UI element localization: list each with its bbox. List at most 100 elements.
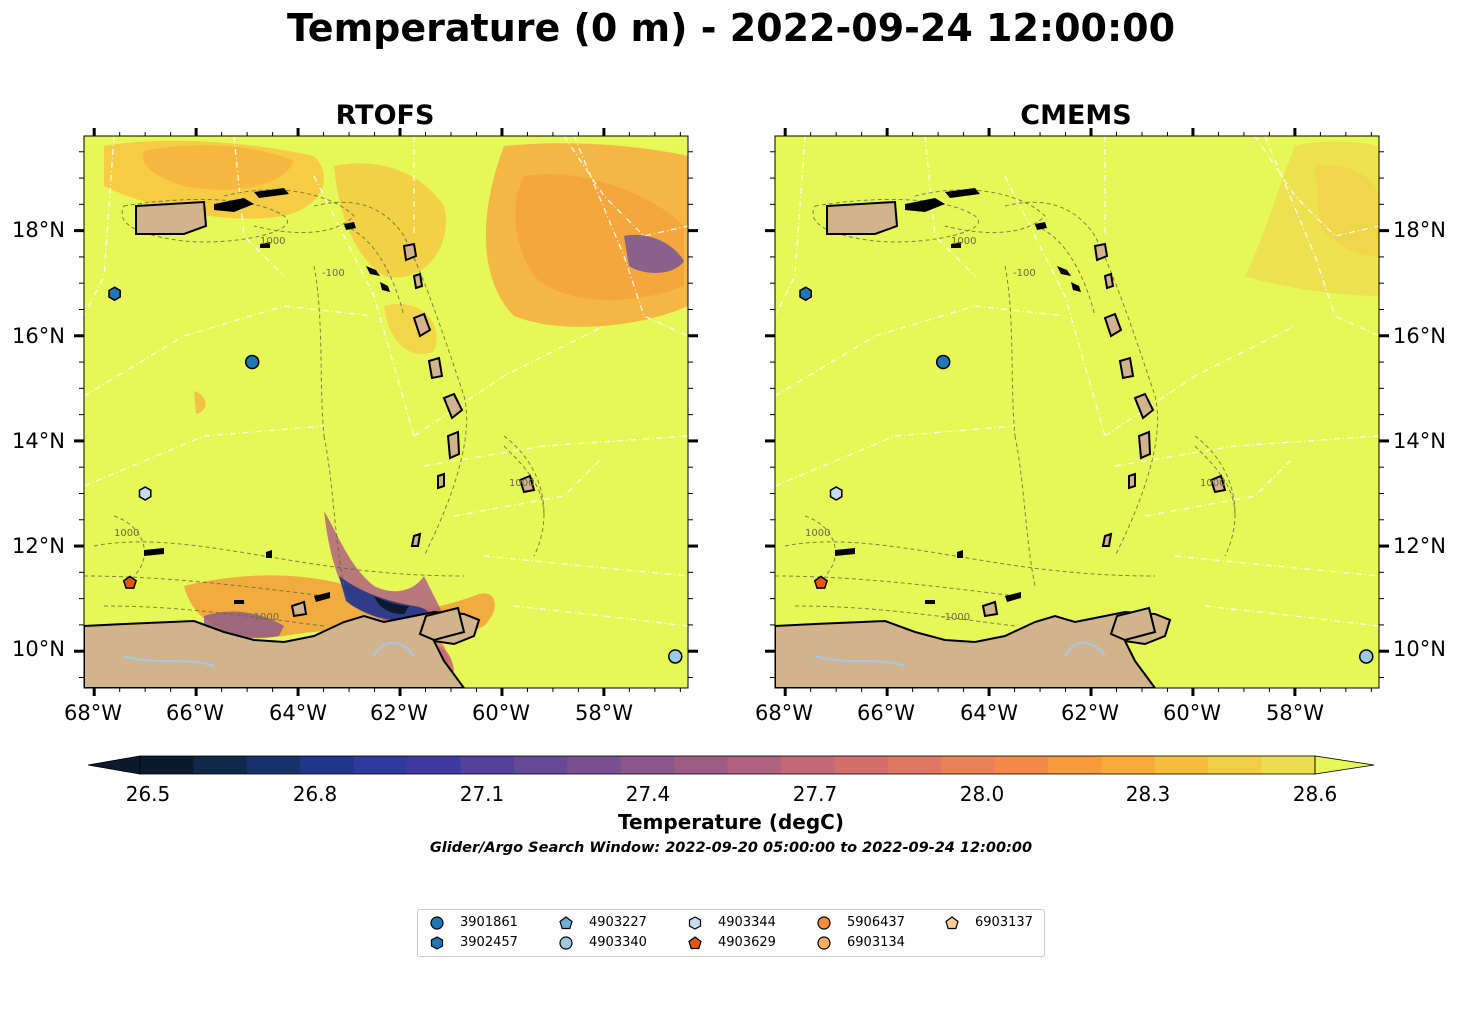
rivers (814, 641, 1106, 667)
colorbar-segment (1208, 756, 1263, 774)
map-axes (74, 128, 1389, 696)
colorbar-tick-label: 27.1 (459, 782, 505, 806)
st-vincent (446, 430, 461, 460)
contour-labels: 1000 -100 -1000 1000 1000 (114, 236, 534, 623)
land-masses (775, 200, 1227, 688)
st-kitts (402, 242, 418, 262)
colorbar-segment (140, 756, 194, 774)
st-kitts (1093, 242, 1109, 262)
grenadines (437, 472, 445, 490)
st-lucia (442, 392, 464, 420)
lon-tick-label: 62°W (1061, 701, 1119, 725)
legend-label: 4903227 (589, 915, 647, 930)
lon-tick-label: 58°W (575, 701, 633, 725)
colorbar-segment (246, 756, 301, 774)
colorbar (87, 755, 1375, 775)
float-legend: 3901861 3902457 4903227 4903340 4903344 … (417, 909, 1045, 957)
panel-title-cmems: CMEMS (1020, 100, 1132, 131)
lon-tick-label: 60°W (472, 701, 530, 725)
lat-tick-label: 14°N (1393, 429, 1446, 453)
barbados (518, 474, 536, 494)
lat-tick-label: 14°N (12, 429, 65, 453)
legend-marker-icon (817, 936, 831, 950)
float-marker-4903629 (122, 575, 137, 589)
colorbar-segment (887, 756, 942, 774)
legend-marker-icon (559, 916, 573, 930)
colorbar-tick-label: 27.7 (792, 782, 838, 806)
colorbar-segment (727, 756, 782, 774)
colorbar-segment (193, 756, 248, 774)
legend-marker-icon (430, 916, 444, 930)
colorbar-extend-max (1314, 755, 1375, 775)
contour-label: -1000 (250, 612, 279, 623)
legend-marker-icon (430, 936, 444, 950)
land-masses (84, 200, 536, 688)
contour-label: 1000 (951, 236, 976, 247)
colorbar-segment (353, 756, 408, 774)
colorbar-tick-label: 27.4 (625, 782, 671, 806)
float-marker-3901861 (244, 354, 260, 370)
colorbar-segment (300, 756, 355, 774)
st-vincent (1137, 430, 1152, 460)
colorbar-segment (780, 756, 835, 774)
float-marker-4903629 (813, 575, 828, 589)
barbados (1209, 474, 1227, 494)
antigua (1103, 272, 1115, 290)
venezuela-coast (84, 610, 481, 688)
legend-label: 3901861 (460, 915, 518, 930)
contour-label: 1000 (114, 528, 139, 539)
colorbar-segment (994, 756, 1049, 774)
eez-boundaries (84, 136, 688, 627)
lon-tick-label: 60°W (1163, 701, 1221, 725)
lat-tick-label: 18°N (12, 218, 65, 242)
float-marker-3902457 (108, 286, 121, 302)
antigua (412, 272, 424, 290)
legend-label: 3902457 (460, 935, 518, 950)
lat-tick-label: 16°N (12, 324, 65, 348)
lon-tick-label: 64°W (269, 701, 327, 725)
guadeloupe (1103, 312, 1123, 338)
lon-tick-label: 66°W (857, 701, 915, 725)
puerto-rico (826, 200, 899, 235)
trinidad (418, 606, 466, 642)
figure-title: Temperature (0 m) - 2022-09-24 12:00:00 (286, 6, 1176, 50)
map-cmems: 1000 -100 -1000 1000 1000 (775, 136, 1379, 688)
venezuela-coast (775, 610, 1172, 688)
legend-marker-icon (945, 916, 959, 930)
grenada (410, 532, 422, 547)
lon-tick-label: 58°W (1266, 701, 1324, 725)
guadeloupe (412, 312, 432, 338)
small-islands (144, 188, 390, 604)
small-islands (835, 188, 1081, 604)
float-markers (108, 286, 683, 664)
eez-boundaries (775, 136, 1379, 627)
colorbar-segment (1101, 756, 1156, 774)
float-marker-3902457 (799, 286, 812, 302)
legend-label: 6903134 (847, 935, 905, 950)
martinique (1118, 356, 1135, 380)
lon-tick-label: 64°W (960, 701, 1018, 725)
bathymetry-contours (775, 189, 1236, 627)
aruba-curacao (981, 600, 999, 618)
search-window-caption: Glider/Argo Search Window: 2022-09-20 05… (429, 840, 1033, 856)
martinique (427, 356, 444, 380)
colorbar-segment (834, 756, 889, 774)
float-marker-4903344 (138, 486, 152, 501)
rivers (123, 641, 415, 667)
colorbar-extend-min (87, 755, 141, 775)
map-frame (83, 135, 689, 689)
warm-water-patches (1245, 141, 1379, 296)
colorbar-tick-label: 28.0 (959, 782, 1005, 806)
colorbar-segment (513, 756, 568, 774)
colorbar-segment (407, 756, 461, 774)
legend-marker-icon (559, 936, 573, 950)
contour-label: 1000 (1200, 478, 1225, 489)
float-marker-3901861 (935, 354, 951, 370)
panel-title-rtofs: RTOFS (335, 100, 435, 131)
float-marker-4903340 (1359, 649, 1374, 664)
legend-label: 4903340 (589, 935, 647, 950)
colorbar-segment (567, 756, 622, 774)
colorbar-segment (620, 756, 675, 774)
grenada (1101, 532, 1113, 547)
contour-label: -100 (322, 268, 345, 279)
